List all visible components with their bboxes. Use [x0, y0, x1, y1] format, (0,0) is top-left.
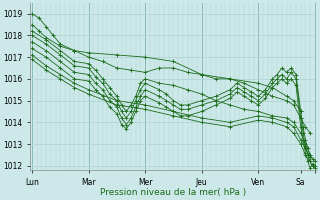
X-axis label: Pression niveau de la mer( hPa ): Pression niveau de la mer( hPa )	[100, 188, 247, 197]
